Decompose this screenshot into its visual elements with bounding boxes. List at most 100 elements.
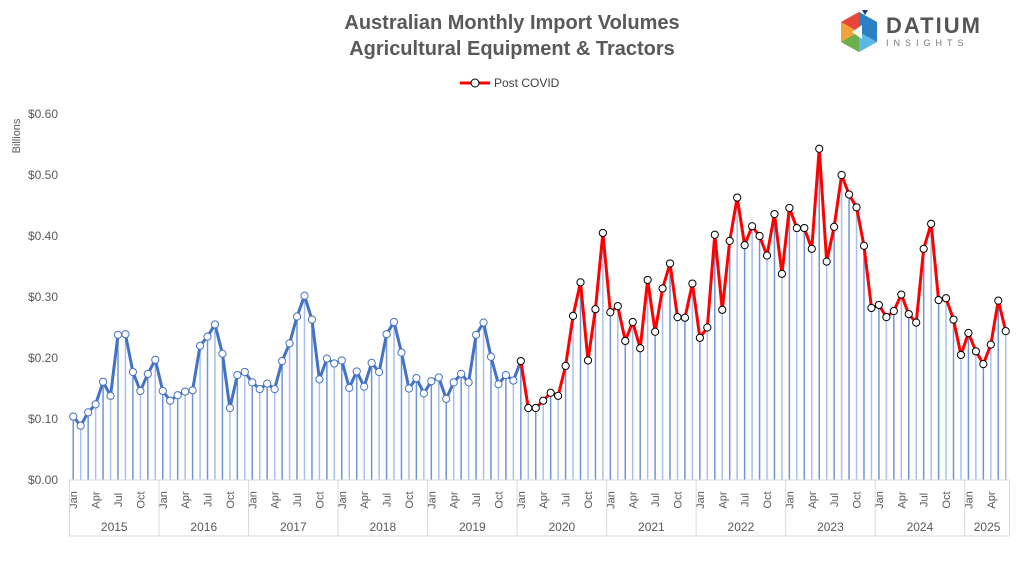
data-point xyxy=(352,367,361,376)
month-tick-label: Apr xyxy=(628,491,640,508)
data-point xyxy=(613,302,622,311)
data-point xyxy=(76,421,85,430)
data-point xyxy=(785,203,794,213)
month-tick-label: Jul xyxy=(919,493,931,507)
data-point xyxy=(173,391,182,400)
data-point xyxy=(382,330,391,339)
data-point xyxy=(837,170,846,180)
data-point xyxy=(979,360,988,369)
data-point xyxy=(658,284,667,293)
data-point xyxy=(307,315,317,324)
data-point xyxy=(755,231,764,241)
data-point xyxy=(345,383,354,392)
data-point xyxy=(188,386,197,395)
data-point xyxy=(292,312,302,321)
data-point xyxy=(568,311,578,321)
data-point xyxy=(777,269,787,278)
y-tick-label: $0.60 xyxy=(28,107,58,121)
data-point xyxy=(822,257,831,266)
data-point xyxy=(807,244,816,253)
data-point xyxy=(762,251,772,260)
data-point xyxy=(941,294,951,303)
data-point xyxy=(800,223,809,233)
data-point xyxy=(404,384,414,393)
data-point xyxy=(733,193,742,202)
year-label: 2022 xyxy=(728,520,755,534)
data-point xyxy=(240,367,249,377)
logo-sub: INSIGHTS xyxy=(886,38,969,48)
data-point xyxy=(84,408,93,417)
data-point xyxy=(598,228,607,238)
month-tick-label: Jan xyxy=(605,491,617,509)
data-point xyxy=(815,144,824,153)
data-point xyxy=(434,373,443,382)
data-point xyxy=(576,278,585,287)
month-tick-label: Jan xyxy=(963,491,975,509)
month-tick-label: Jul xyxy=(203,493,215,507)
month-tick-label: Oct xyxy=(583,491,595,508)
month-tick-label: Jan xyxy=(68,491,80,509)
data-point xyxy=(69,412,78,421)
month-tick-label: Jul xyxy=(292,493,304,507)
data-point xyxy=(904,309,913,319)
data-point xyxy=(591,305,600,314)
year-label: 2016 xyxy=(190,520,217,534)
data-point xyxy=(255,385,264,394)
data-point xyxy=(203,332,212,341)
data-point xyxy=(457,369,466,378)
chart-title-line-2: Agricultural Equipment & Tractors xyxy=(349,38,675,60)
month-tick-label: Jul xyxy=(113,493,125,507)
month-tick-label: Jul xyxy=(740,493,752,507)
month-tick-label: Apr xyxy=(538,491,550,508)
data-point xyxy=(919,244,928,253)
data-point xyxy=(852,203,861,212)
data-point xyxy=(710,230,719,239)
data-point xyxy=(747,222,757,231)
data-point xyxy=(882,313,891,322)
datium-hexagon-icon xyxy=(841,10,877,52)
stems xyxy=(72,148,1007,480)
y-tick-label: $0.40 xyxy=(28,229,58,243)
data-point xyxy=(971,347,980,356)
data-point xyxy=(98,377,108,386)
data-point xyxy=(270,385,279,394)
data-point xyxy=(486,352,496,361)
data-point xyxy=(718,305,727,314)
x-axis: Jan Apr Jul Oct Jan Apr Jul Oct Jan Apr Jul Oct Jan A… xyxy=(68,479,1010,537)
y-tick-label: $0.20 xyxy=(28,351,58,365)
month-tick-label: Jul xyxy=(382,493,394,507)
data-point xyxy=(427,377,436,386)
data-point xyxy=(539,396,548,405)
data-point xyxy=(143,369,152,378)
data-point xyxy=(285,339,294,348)
data-point xyxy=(91,400,100,409)
data-point xyxy=(867,303,876,313)
month-tick-label: Jan xyxy=(695,491,707,509)
series-lines xyxy=(72,147,1008,428)
data-point xyxy=(113,330,123,339)
month-tick-label: Jul xyxy=(829,493,841,507)
chart-title: Australian Monthly Import Volumes Agricu… xyxy=(0,10,1024,62)
data-point xyxy=(374,367,384,377)
data-point xyxy=(509,376,518,385)
year-label: 2021 xyxy=(638,520,665,534)
data-point xyxy=(583,356,593,365)
month-tick-label: Apr xyxy=(896,491,908,508)
month-tick-label: Jan xyxy=(158,491,170,509)
data-point xyxy=(464,378,473,387)
month-tick-label: Oct xyxy=(225,491,237,508)
data-point xyxy=(859,241,869,250)
data-point xyxy=(367,358,376,367)
data-point xyxy=(360,382,369,391)
data-point xyxy=(248,378,257,387)
data-point xyxy=(949,315,958,324)
data-point xyxy=(158,386,167,396)
data-point xyxy=(278,356,287,366)
data-point xyxy=(233,370,242,380)
data-point xyxy=(725,236,734,245)
data-point xyxy=(740,241,749,250)
year-label: 2017 xyxy=(280,520,307,534)
year-label: 2024 xyxy=(907,520,934,534)
year-label: 2023 xyxy=(817,520,844,534)
